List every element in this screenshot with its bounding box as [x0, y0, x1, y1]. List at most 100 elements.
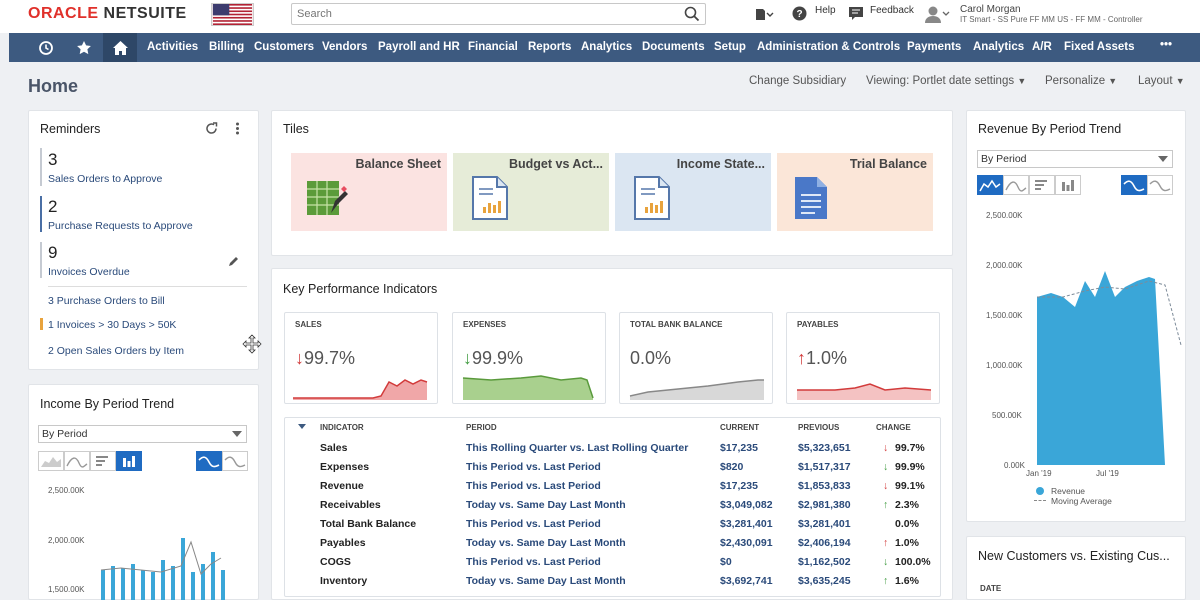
nav-fixed-assets[interactable]: Fixed Assets	[1064, 41, 1135, 53]
help-link[interactable]: Help	[815, 5, 836, 16]
column-chart-button[interactable]	[1055, 175, 1081, 195]
income-bar[interactable]	[111, 566, 115, 600]
col-header-previous[interactable]: PREVIOUS	[798, 423, 840, 432]
col-header-indicator[interactable]: INDICATOR	[320, 423, 364, 432]
line-chart-button[interactable]	[1003, 175, 1029, 195]
reminder-link[interactable]: 1 Invoices > 30 Days > 50K	[48, 319, 177, 331]
nav-more[interactable]: •••	[1160, 39, 1173, 51]
kpi-previous-cell[interactable]: $2,981,380	[798, 499, 851, 511]
kpi-previous-cell[interactable]: $3,635,245	[798, 575, 851, 587]
moving-avg-button[interactable]	[222, 451, 248, 471]
nav-documents[interactable]: Documents	[642, 41, 705, 53]
nav-payroll-hr[interactable]: Payroll and HR	[378, 41, 460, 53]
user-avatar-icon[interactable]	[924, 5, 950, 23]
nav-financial[interactable]: Financial	[468, 41, 518, 53]
feedback-icon[interactable]	[848, 6, 864, 20]
nav-reports[interactable]: Reports	[528, 41, 572, 53]
col-header-current[interactable]: CURRENT	[720, 423, 760, 432]
reminder-count[interactable]: 3	[48, 150, 58, 169]
favorites-star-icon[interactable]	[67, 33, 101, 62]
global-search[interactable]	[291, 3, 706, 25]
trend-line-button[interactable]	[1121, 175, 1147, 195]
income-bar[interactable]	[191, 572, 195, 600]
moving-avg-button[interactable]	[1147, 175, 1173, 195]
more-options-icon[interactable]	[235, 122, 240, 135]
kpi-current-cell[interactable]: $17,235	[720, 480, 758, 492]
area-chart-button[interactable]	[38, 451, 64, 471]
user-menu[interactable]: Carol Morgan IT Smart - SS Pure FF MM US…	[960, 5, 1143, 25]
kpi-period-cell[interactable]: This Rolling Quarter vs. Last Rolling Qu…	[466, 442, 689, 454]
kpi-period-cell[interactable]: This Period vs. Last Period	[466, 556, 601, 568]
column-chart-button[interactable]	[116, 451, 142, 471]
nav-vendors[interactable]: Vendors	[322, 41, 368, 53]
col-header-period[interactable]: PERIOD	[466, 423, 497, 432]
kpi-period-cell[interactable]: Today vs. Same Day Last Month	[466, 499, 626, 511]
nav-customers[interactable]: Customers	[254, 41, 315, 53]
income-bar[interactable]	[171, 566, 175, 600]
kpi-period-cell[interactable]: This Period vs. Last Period	[466, 480, 601, 492]
help-icon[interactable]: ?	[792, 6, 807, 21]
feedback-link[interactable]: Feedback	[870, 5, 914, 16]
search-icon[interactable]	[684, 6, 700, 22]
recent-records-icon[interactable]	[754, 6, 774, 22]
reminder-label[interactable]: Sales Orders to Approve	[48, 173, 163, 185]
viewing-dropdown[interactable]: Viewing: Portlet date settings ▼	[866, 75, 1027, 87]
kpi-card-payables[interactable]: PAYABLES ↑1.0%	[786, 312, 940, 404]
stacked-bar-button[interactable]	[1029, 175, 1055, 195]
kpi-period-cell[interactable]: Today vs. Same Day Last Month	[466, 537, 626, 549]
kpi-card-sales[interactable]: SALES ↓99.7%	[284, 312, 438, 404]
netsuite-logo[interactable]: ORACLE NETSUITE	[28, 5, 187, 22]
home-icon[interactable]	[103, 33, 137, 62]
nav-payments[interactable]: Payments	[907, 41, 962, 53]
kpi-current-cell[interactable]: $17,235	[720, 442, 758, 454]
income-bar[interactable]	[211, 552, 215, 600]
reminder-count[interactable]: 9	[48, 243, 58, 262]
nav-analytics-2[interactable]: Analytics	[973, 41, 1025, 53]
search-input[interactable]	[292, 4, 672, 24]
kpi-previous-cell[interactable]: $1,517,317	[798, 461, 851, 473]
income-bar[interactable]	[131, 564, 135, 600]
revenue-area[interactable]	[1037, 271, 1165, 465]
kpi-card-expenses[interactable]: EXPENSES ↓99.9%	[452, 312, 606, 404]
kpi-current-cell[interactable]: $3,049,082	[720, 499, 773, 511]
tile-balance-sheet[interactable]: Balance Sheet	[291, 153, 447, 231]
personalize-dropdown[interactable]: Personalize ▼	[1045, 75, 1118, 87]
reminder-label[interactable]: Purchase Requests to Approve	[48, 220, 193, 232]
move-drag-icon[interactable]	[240, 333, 264, 357]
nav-billing[interactable]: Billing	[209, 41, 245, 53]
kpi-current-cell[interactable]: $3,692,741	[720, 575, 773, 587]
income-bar[interactable]	[141, 570, 145, 600]
income-bar[interactable]	[101, 570, 105, 600]
change-subsidiary-link[interactable]: Change Subsidiary	[749, 75, 847, 87]
reminder-label[interactable]: Invoices Overdue	[48, 266, 130, 278]
area-chart-button[interactable]	[977, 175, 1003, 195]
nav-setup[interactable]: Setup	[714, 41, 746, 53]
reminder-link[interactable]: 2 Open Sales Orders by Item	[48, 345, 184, 357]
income-period-select[interactable]: By Period	[38, 425, 247, 443]
kpi-previous-cell[interactable]: $2,406,194	[798, 537, 851, 549]
trend-line-button[interactable]	[196, 451, 222, 471]
nav-activities[interactable]: Activities	[147, 41, 199, 53]
kpi-current-cell[interactable]: $3,281,401	[720, 518, 773, 530]
kpi-current-cell[interactable]: $0	[720, 556, 732, 568]
nav-administration-controls[interactable]: Administration & Controls	[757, 41, 901, 53]
tile-trial-balance[interactable]: Trial Balance	[777, 153, 933, 231]
kpi-previous-cell[interactable]: $1,162,502	[798, 556, 851, 568]
reminder-link[interactable]: 3 Purchase Orders to Bill	[48, 295, 165, 307]
us-flag-icon[interactable]	[211, 3, 254, 26]
revenue-period-select[interactable]: By Period	[977, 150, 1173, 168]
col-header-change[interactable]: CHANGE	[876, 423, 911, 432]
kpi-current-cell[interactable]: $820	[720, 461, 744, 473]
kpi-current-cell[interactable]: $2,430,091	[720, 537, 773, 549]
tile-income-statement[interactable]: Income State...	[615, 153, 771, 231]
kpi-previous-cell[interactable]: $5,323,651	[798, 442, 851, 454]
income-bar[interactable]	[201, 564, 205, 600]
kpi-previous-cell[interactable]: $1,853,833	[798, 480, 851, 492]
kpi-period-cell[interactable]: This Period vs. Last Period	[466, 518, 601, 530]
stacked-bar-button[interactable]	[90, 451, 116, 471]
income-bar[interactable]	[221, 570, 225, 600]
income-bar[interactable]	[121, 568, 125, 600]
collapse-icon[interactable]	[298, 424, 306, 429]
line-chart-button[interactable]	[64, 451, 90, 471]
income-bar[interactable]	[181, 538, 185, 600]
